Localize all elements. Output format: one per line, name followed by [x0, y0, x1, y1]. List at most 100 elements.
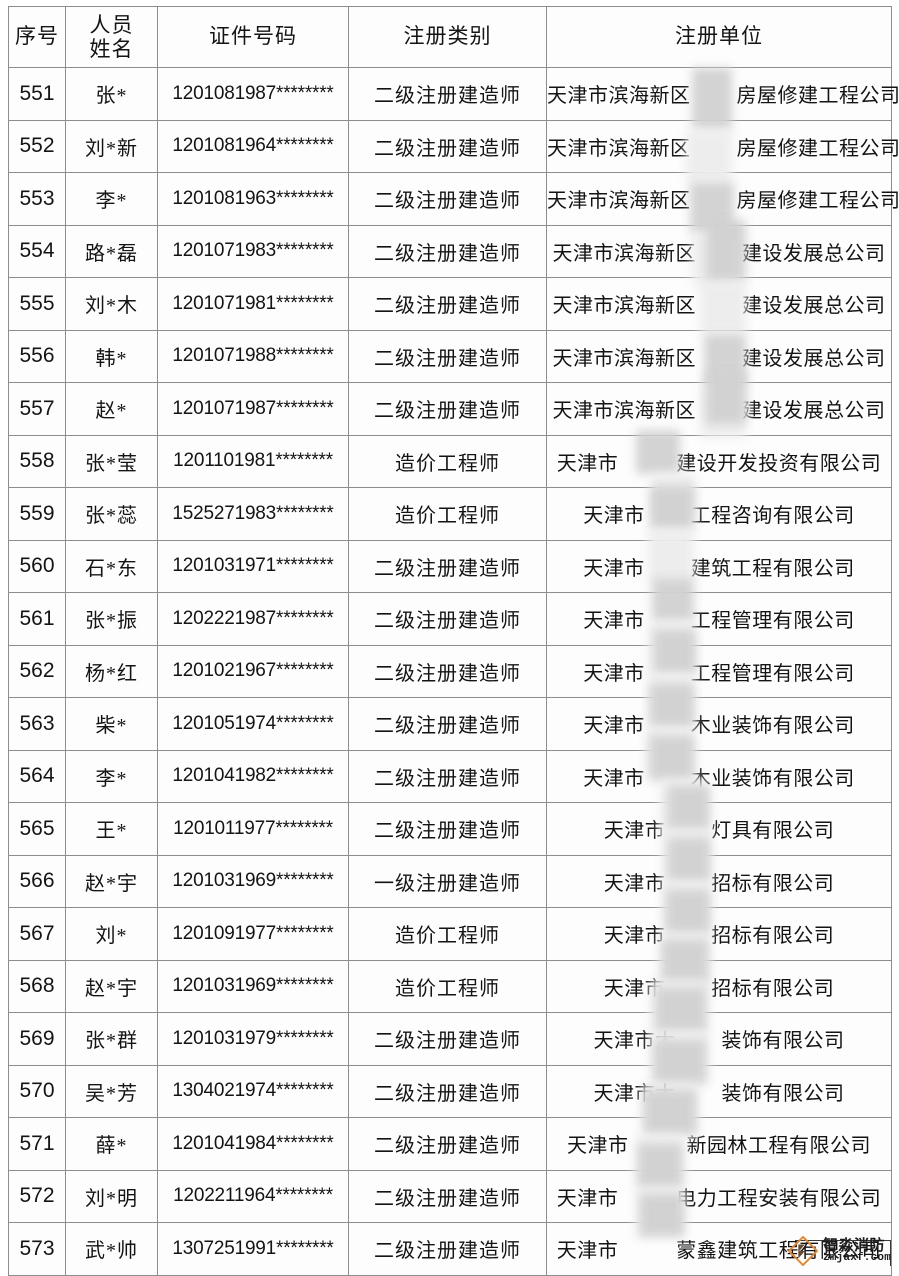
cell-unit: 天津市新园林工程有限公司 [547, 1118, 892, 1171]
unit-suffix: 电力工程安装有限公司 [676, 1188, 881, 1210]
cell-index: 563 [9, 698, 66, 751]
cell-cert-no: 1201081964******** [158, 120, 349, 173]
unit-prefix: 天津市 [604, 873, 666, 895]
cell-cert-no: 1201041982******** [158, 750, 349, 803]
cell-category: 二级注册建造师 [349, 278, 547, 331]
cell-unit: 天津市滨海新区 建设发展总公司 [547, 330, 892, 383]
unit-prefix: 天津市滨海新区 [553, 348, 697, 370]
cell-index: 560 [9, 540, 66, 593]
cell-cert-no: 1201021967******** [158, 645, 349, 698]
cell-name: 赵* [66, 383, 158, 436]
unit-text: 天津市工程咨询有限公司 [583, 499, 855, 528]
cell-unit: 天津市灯具有限公司 [547, 803, 892, 856]
cell-cert-no: 1201011977******** [158, 803, 349, 856]
cell-category: 二级注册建造师 [349, 330, 547, 383]
cell-index: 568 [9, 960, 66, 1013]
cell-category: 二级注册建造师 [349, 803, 547, 856]
cell-name: 张*振 [66, 593, 158, 646]
cell-category: 造价工程师 [349, 960, 547, 1013]
column-header-name: 人员 姓名 [66, 7, 158, 68]
cell-unit: 天津市 工程管理有限公司 [547, 593, 892, 646]
unit-text: 天津市招标有限公司 [604, 867, 835, 896]
column-header-category: 注册类别 [349, 7, 547, 68]
unit-prefix: 天津市 [557, 1240, 619, 1262]
cell-category: 二级注册建造师 [349, 120, 547, 173]
cell-category: 二级注册建造师 [349, 593, 547, 646]
unit-prefix: 天津市 [604, 820, 666, 842]
cell-category: 二级注册建造师 [349, 1223, 547, 1276]
column-header-index: 序号 [9, 7, 66, 68]
unit-suffix: 木业装饰有限公司 [691, 768, 855, 790]
unit-prefix: 天津市 [604, 978, 666, 1000]
cell-category: 造价工程师 [349, 435, 547, 488]
unit-suffix: 工程咨询有限公司 [691, 505, 855, 527]
diamond-logo-icon [788, 1236, 818, 1266]
unit-prefix: 天津市大 [594, 1030, 676, 1052]
cell-index: 564 [9, 750, 66, 803]
unit-text: 天津市木业装饰有限公司 [583, 709, 855, 738]
unit-suffix: 建设发展总公司 [742, 348, 886, 370]
unit-suffix: 工程管理有限公司 [691, 610, 855, 632]
unit-text: 天津市滨海新区房屋修建工程公司 [547, 79, 899, 108]
cell-unit: 天津市滨海新区房屋修建工程公司 [547, 173, 892, 226]
cell-name: 刘*明 [66, 1170, 158, 1223]
cell-unit: 天津市工程管理有限公司 [547, 645, 892, 698]
unit-text: 天津市滨海新区建设发展总公司 [553, 289, 886, 318]
cell-cert-no: 1201041984******** [158, 1118, 349, 1171]
cell-cert-no: 1201091977******** [158, 908, 349, 961]
cell-name: 路*磊 [66, 225, 158, 278]
cell-category: 二级注册建造师 [349, 540, 547, 593]
watermark: 智淼消防 zmjaxf.com [788, 1236, 891, 1266]
cell-unit: 天津市木业装饰有限公司 [547, 698, 892, 751]
unit-prefix: 天津市 [583, 610, 645, 632]
cell-unit: 天津市招标有限公司 [547, 855, 892, 908]
unit-text: 天津市 电力工程安装有限公司 [557, 1182, 882, 1211]
unit-text: 天津市 建设开发投资有限公司 [557, 447, 882, 476]
cell-unit: 天津市大装饰有限公司 [547, 1013, 892, 1066]
unit-text: 天津市大装饰有限公司 [594, 1024, 845, 1053]
column-header-name-line1: 人员 [66, 13, 157, 37]
cell-index: 573 [9, 1223, 66, 1276]
unit-text: 天津市 工程管理有限公司 [583, 604, 855, 633]
cell-cert-no: 1201031969******** [158, 960, 349, 1013]
unit-suffix: 建设开发投资有限公司 [676, 453, 881, 475]
cell-index: 556 [9, 330, 66, 383]
unit-text: 天津市滨海新区 建设发展总公司 [553, 342, 886, 371]
unit-suffix: 建设发展总公司 [742, 400, 886, 422]
cell-unit: 天津市滨海新区房屋修建工程公司 [547, 120, 892, 173]
unit-text: 天津市招标有限公司 [604, 972, 835, 1001]
unit-suffix: 建设发展总公司 [742, 243, 886, 265]
unit-prefix: 天津市滨海新区 [547, 190, 691, 212]
cell-category: 二级注册建造师 [349, 1065, 547, 1118]
cell-index: 553 [9, 173, 66, 226]
unit-prefix: 天津市 [557, 1188, 619, 1210]
unit-prefix: 天津市 [557, 453, 619, 475]
cell-index: 559 [9, 488, 66, 541]
unit-suffix: 建筑工程有限公司 [691, 558, 855, 580]
cell-cert-no: 1201101981******** [158, 435, 349, 488]
cell-unit: 天津市 电力工程安装有限公司 [547, 1170, 892, 1223]
cell-index: 558 [9, 435, 66, 488]
cell-name: 武*帅 [66, 1223, 158, 1276]
cell-name: 李* [66, 750, 158, 803]
unit-text: 天津市滨海新区建设发展总公司 [553, 237, 886, 266]
cell-category: 一级注册建造师 [349, 855, 547, 908]
unit-prefix: 天津市滨海新区 [553, 295, 697, 317]
cell-category: 二级注册建造师 [349, 1013, 547, 1066]
cell-cert-no: 1202221987******** [158, 593, 349, 646]
